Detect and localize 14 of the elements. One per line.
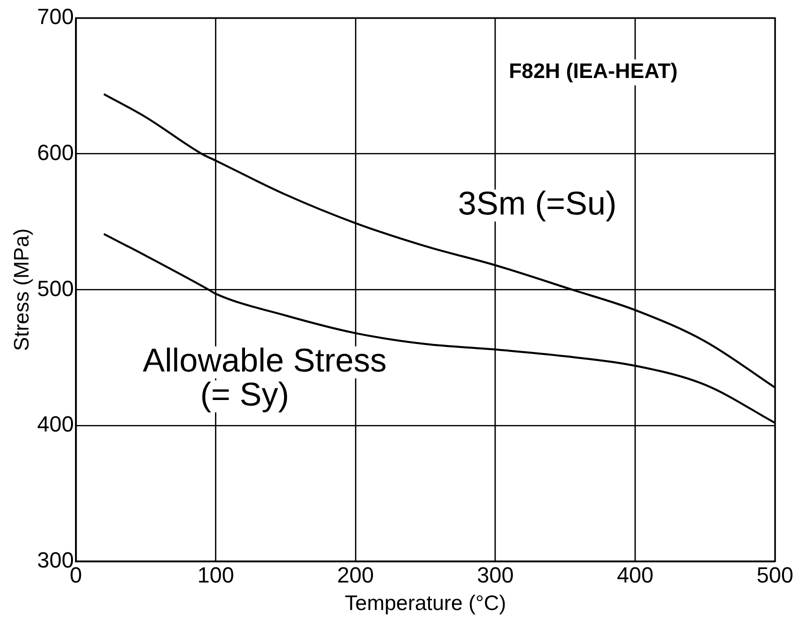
y-tick-label: 500 [37, 276, 74, 301]
x-tick-label: 100 [197, 562, 234, 588]
y-tick-label: 400 [37, 412, 74, 437]
annotation: Allowable Stress (= Sy) [142, 341, 387, 412]
x-axis-title: Temperature (°C) [344, 592, 506, 616]
y-axis-title: Stress (MPa) [10, 228, 34, 351]
x-tick-label: 300 [477, 562, 514, 588]
y-tick-label: 600 [37, 140, 74, 165]
x-tick-label: 500 [756, 562, 794, 588]
y-tick-label: 700 [37, 4, 74, 30]
text: F82H (IEA-HEAT) [508, 60, 678, 84]
x-tick-label: 200 [337, 562, 374, 588]
annotation: 3Sm (=Su) [458, 184, 617, 222]
x-tick-label: 400 [616, 562, 654, 588]
